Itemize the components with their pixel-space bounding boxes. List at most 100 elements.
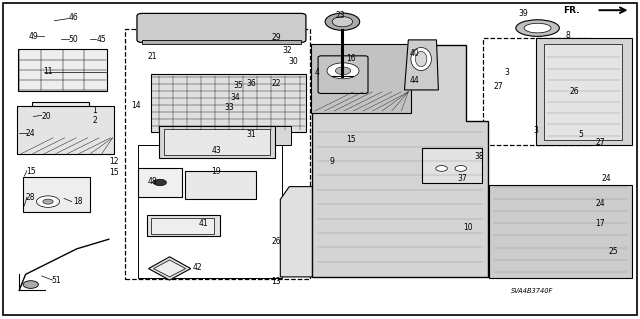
Text: 42: 42 [192,263,202,272]
Text: 21: 21 [148,52,157,61]
Circle shape [327,63,359,79]
Ellipse shape [411,48,431,70]
Text: 38: 38 [474,152,484,161]
FancyBboxPatch shape [544,44,622,140]
Text: 48: 48 [147,177,157,186]
Text: 22: 22 [272,79,281,88]
Polygon shape [404,40,438,90]
Text: 24: 24 [602,174,612,182]
Text: 2: 2 [92,116,97,125]
Text: 3: 3 [504,68,509,77]
Text: 39: 39 [518,9,529,18]
Circle shape [46,110,74,124]
Text: 20: 20 [41,112,51,121]
Polygon shape [312,45,488,277]
Text: 10: 10 [463,223,474,232]
FancyBboxPatch shape [138,168,182,197]
Text: 3: 3 [534,126,539,135]
FancyBboxPatch shape [147,215,220,236]
FancyBboxPatch shape [164,129,270,155]
Text: 24: 24 [595,199,605,208]
Text: 17: 17 [595,219,605,228]
FancyBboxPatch shape [159,126,275,158]
FancyBboxPatch shape [32,102,89,131]
Text: 25: 25 [608,247,618,256]
Circle shape [23,281,38,288]
Ellipse shape [516,20,559,36]
FancyBboxPatch shape [536,38,632,145]
Text: 8: 8 [566,31,571,40]
Text: 26: 26 [570,87,580,96]
Circle shape [154,179,166,186]
Text: 30: 30 [288,57,298,66]
Text: 33: 33 [224,103,234,112]
Text: 24: 24 [26,129,36,138]
FancyBboxPatch shape [151,74,306,132]
Text: 41: 41 [198,219,209,228]
Polygon shape [280,187,312,277]
Text: 35: 35 [233,81,243,90]
Text: 49: 49 [28,32,38,41]
Circle shape [43,199,53,204]
Text: FR.: FR. [563,6,579,15]
Text: 15: 15 [109,168,119,177]
FancyBboxPatch shape [489,185,632,278]
Text: 19: 19 [211,167,221,176]
Circle shape [436,166,447,171]
FancyBboxPatch shape [151,218,214,234]
FancyBboxPatch shape [138,145,282,278]
Text: 44: 44 [410,76,420,85]
Text: 1: 1 [92,106,97,115]
Text: 46: 46 [68,13,79,22]
Text: 18: 18 [74,197,83,206]
Text: SVA4B3740F: SVA4B3740F [511,288,554,294]
Text: 31: 31 [246,130,256,139]
FancyBboxPatch shape [17,106,114,154]
FancyBboxPatch shape [483,38,591,145]
Text: 9: 9 [329,157,334,166]
Circle shape [455,166,467,171]
FancyBboxPatch shape [311,44,411,113]
Text: 45: 45 [96,35,106,44]
FancyBboxPatch shape [422,148,482,183]
Text: 4: 4 [314,68,319,77]
FancyBboxPatch shape [125,29,310,279]
Circle shape [335,67,351,75]
Text: 27: 27 [493,82,503,91]
Ellipse shape [524,23,551,33]
Text: 51: 51 [51,276,61,285]
FancyBboxPatch shape [23,177,90,212]
Text: 37: 37 [457,174,467,182]
Polygon shape [154,260,186,277]
Polygon shape [148,257,191,280]
Text: 43: 43 [211,146,221,155]
Text: 36: 36 [246,79,256,88]
Text: 15: 15 [26,167,36,176]
Text: 29: 29 [271,33,282,42]
Circle shape [332,17,353,27]
Text: 28: 28 [26,193,35,202]
Text: 16: 16 [346,54,356,63]
Text: 32: 32 [282,46,292,55]
Text: 50: 50 [68,35,79,44]
Text: 12: 12 [109,157,118,166]
Circle shape [36,196,60,207]
Text: 26: 26 [271,237,282,246]
Text: 5: 5 [579,130,584,139]
Text: 40: 40 [410,49,420,58]
FancyBboxPatch shape [137,13,306,42]
Text: 15: 15 [346,135,356,144]
Text: 14: 14 [131,101,141,110]
FancyBboxPatch shape [185,171,256,199]
Ellipse shape [415,51,427,67]
Text: 27: 27 [595,138,605,147]
FancyBboxPatch shape [318,56,368,93]
Circle shape [325,13,360,30]
Text: 23: 23 [335,11,346,20]
FancyBboxPatch shape [18,49,107,91]
Polygon shape [142,40,301,44]
Text: 34: 34 [230,93,241,102]
FancyBboxPatch shape [215,126,291,145]
Text: 11: 11 [44,67,52,76]
Text: 13: 13 [271,277,282,286]
